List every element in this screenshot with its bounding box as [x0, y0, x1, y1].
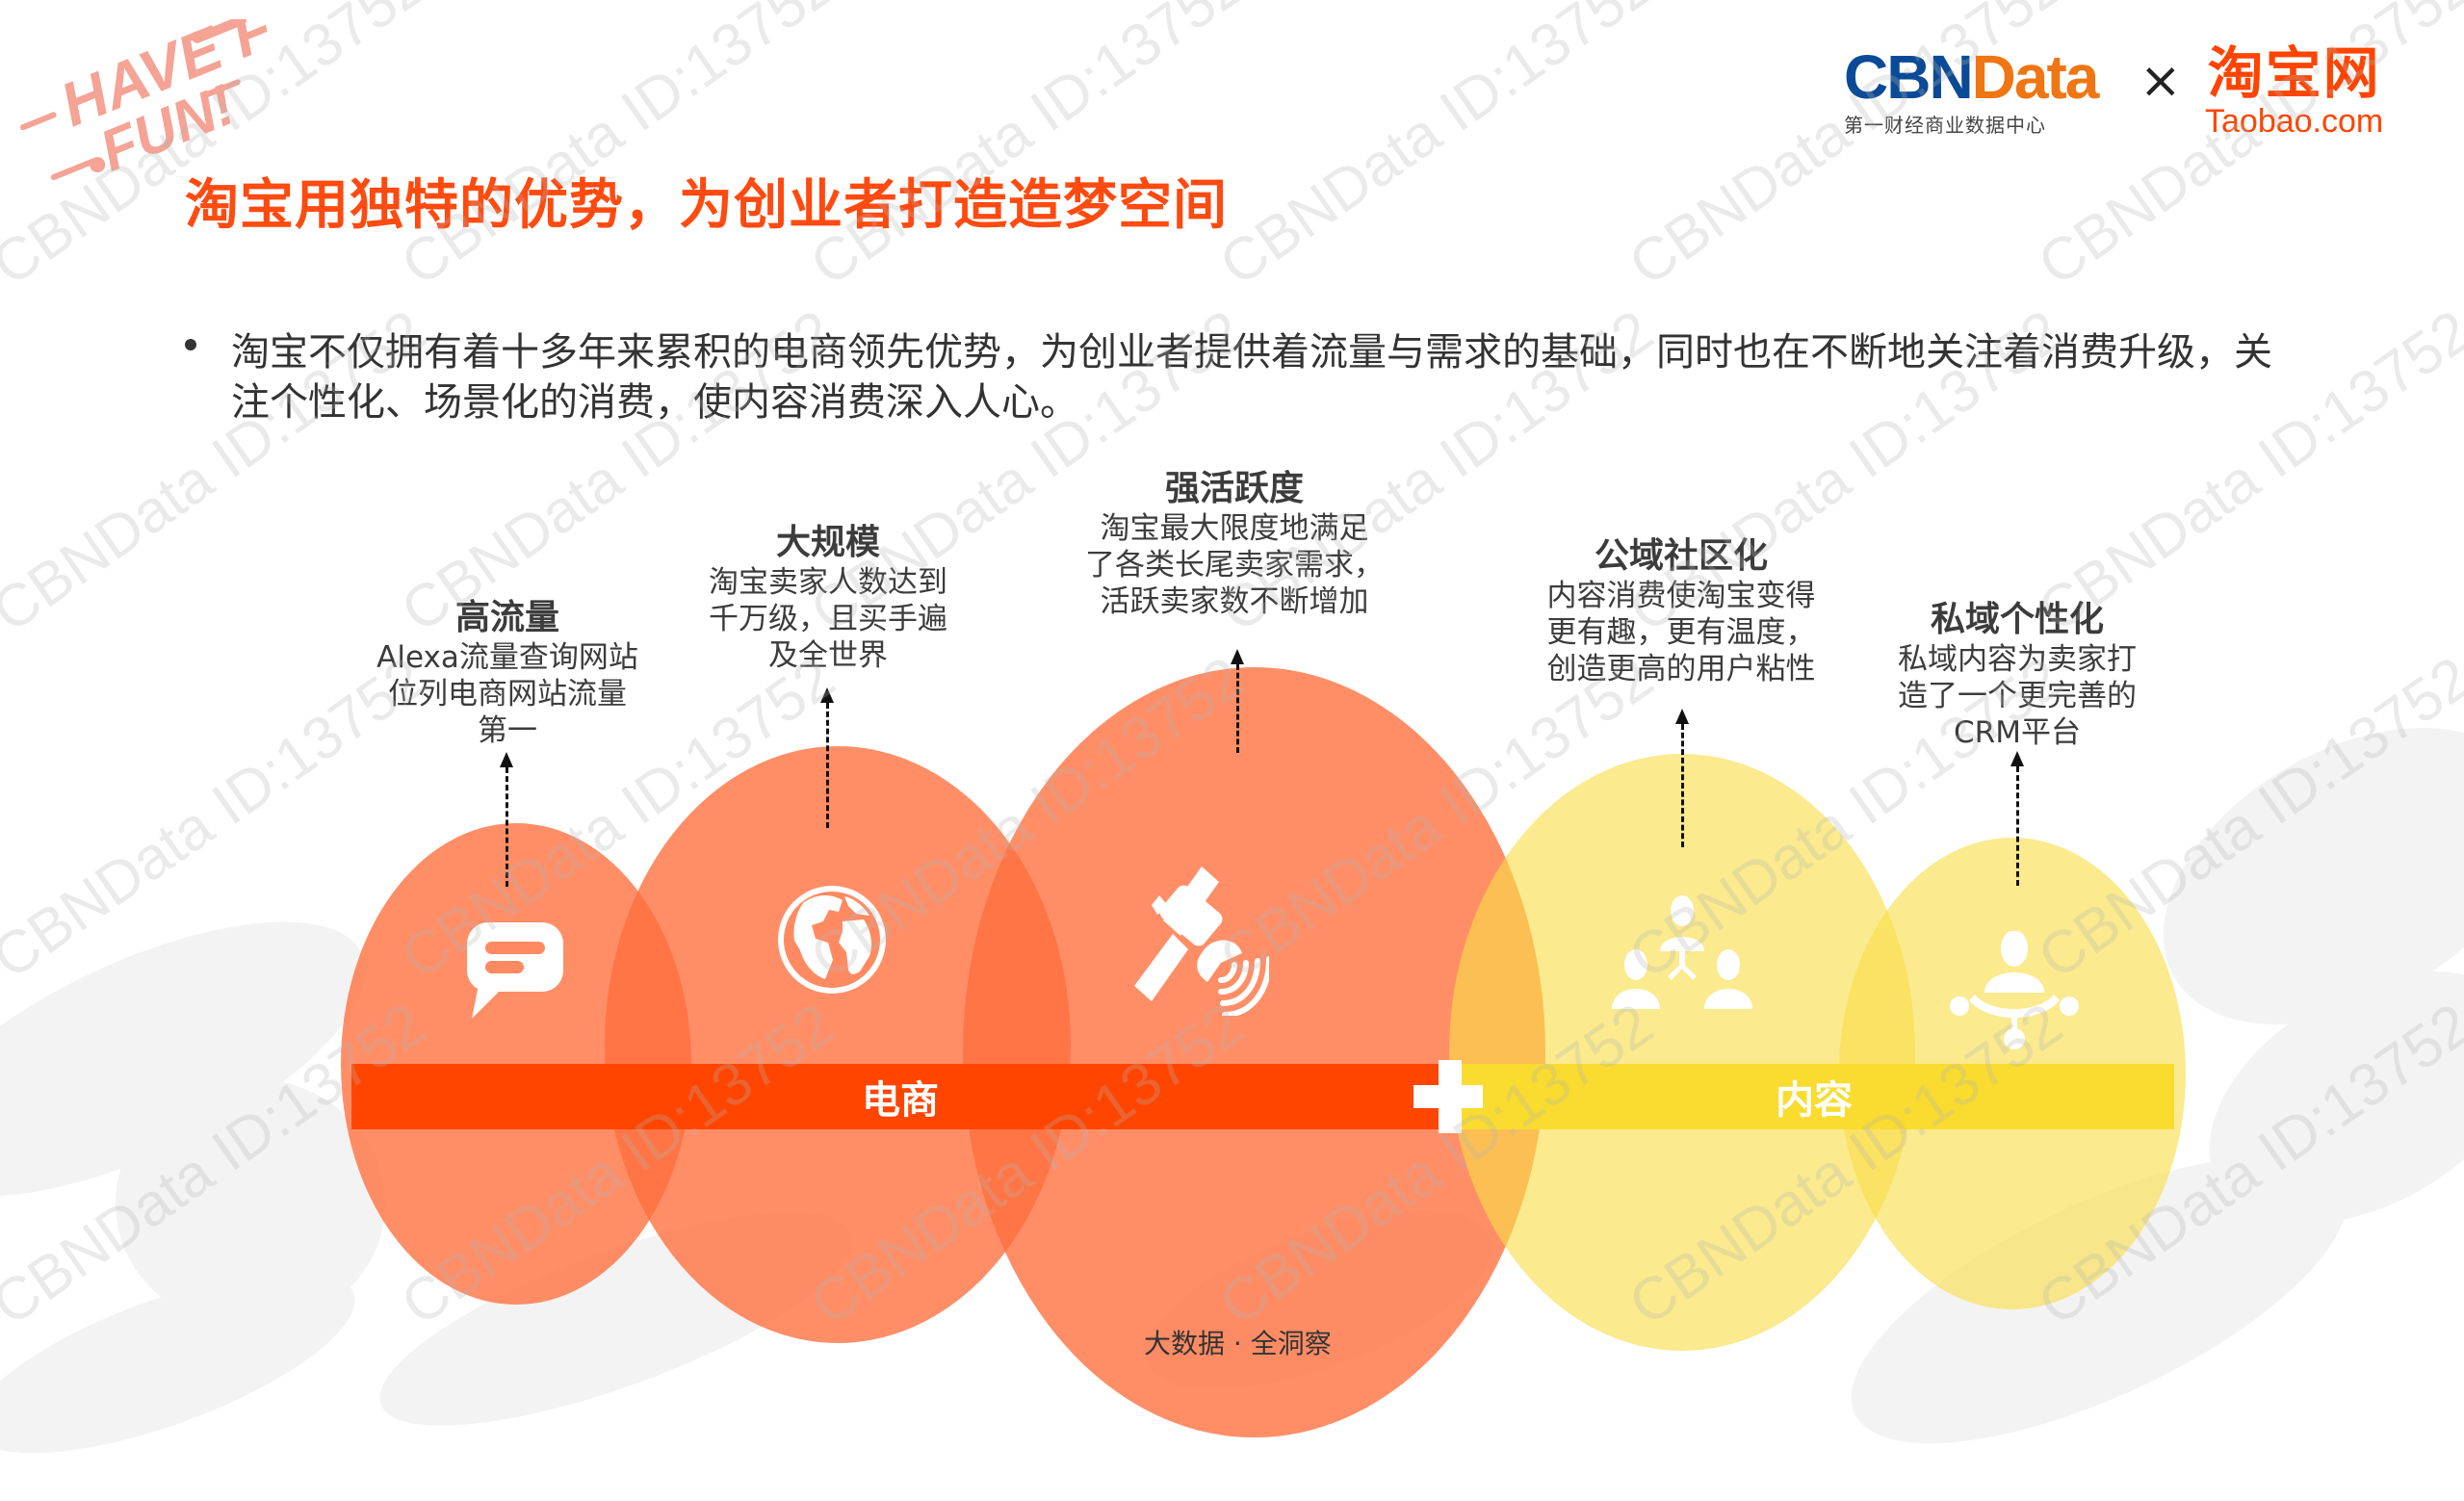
cbn-text: CBN — [1844, 42, 1974, 112]
dashed-arrow-icon — [1231, 649, 1244, 753]
bubble-high-activity — [963, 667, 1545, 1437]
label-description: 淘宝最大限度地满足 了各类长尾卖家需求， 活跃卖家数不断增加 — [1085, 511, 1384, 619]
taobao-en-text: Taobao.com — [2205, 103, 2384, 140]
page-title: 淘宝用独特的优势，为创业者打造造梦空间 — [185, 174, 1228, 237]
watermark: CBNData ID:13752 — [798, 0, 1257, 299]
globe-icon — [778, 886, 886, 994]
cbndata-subtitle: 第一财经商业数据中心 — [1844, 114, 2046, 137]
plus-icon-bar — [1414, 1085, 1483, 1108]
ecommerce-label: 电商 — [862, 1078, 939, 1123]
label-heading: 高流量 — [454, 598, 560, 637]
personal-hub-icon — [1950, 931, 2079, 1049]
label-high-activity: 强活跃度 淘宝最大限度地满足 了各类长尾卖家需求， 活跃卖家数不断增加 — [1085, 468, 1384, 620]
footer-slogan: 大数据 · 全洞察 — [1144, 1328, 1332, 1359]
watermark: CBNData ID:13752 — [1207, 0, 1666, 299]
label-description: 内容消费使淘宝变得 更有趣，更有温度， 创造更高的用户粘性 — [1546, 579, 1816, 686]
label-description: 淘宝卖家人数达到 千万级，且买手遍 及全世界 — [709, 565, 947, 673]
label-large-scale: 大规模 淘宝卖家人数达到 千万级，且买手遍 及全世界 — [709, 522, 947, 674]
dashed-arrow-icon — [820, 687, 834, 828]
label-heading: 大规模 — [775, 523, 880, 562]
ecommerce-bar: 电商 — [351, 1064, 1449, 1129]
label-public-community: 公域社区化 内容消费使淘宝变得 更有趣，更有温度， 创造更高的用户粘性 — [1547, 535, 1816, 687]
bullet-text: 淘宝不仅拥有着十多年来累积的电商领先优势，为创业者提供着流量与需求的基础，同时也… — [231, 330, 2272, 425]
label-high-traffic: 高流量 Alexa流量查询网站 位列电商网站流量 第一 — [376, 597, 638, 749]
label-description: Alexa流量查询网站 位列电商网站流量 第一 — [376, 640, 638, 748]
community-network-icon — [1612, 895, 1752, 1009]
label-private-personal: 私域个性化 私域内容为卖家打 造了一个更完善的 CRM平台 — [1898, 599, 2137, 751]
content-bar: 内容 — [1454, 1064, 2174, 1129]
cbndata-logo: CBNData 第一财经商业数据中心 — [1844, 46, 2099, 138]
label-heading: 私域个性化 — [1930, 600, 2104, 639]
chat-bubble-icon — [467, 922, 563, 1019]
satellite-icon — [1134, 867, 1269, 1016]
taobao-logo: 淘宝网 Taobao.com — [2205, 43, 2383, 140]
dashed-arrow-icon — [1675, 709, 1689, 847]
data-text: Data — [1971, 42, 2100, 112]
watermark: CBNData ID:13752 — [389, 0, 847, 299]
have-fun-logo: HAVE FUN! FUN! — [20, 19, 270, 183]
bullet-point — [185, 339, 196, 350]
dashed-arrow-icon — [500, 752, 513, 887]
content-label: 内容 — [1776, 1078, 1853, 1123]
bubble-public-community — [1449, 754, 1915, 1351]
times-sign: × — [2140, 52, 2182, 110]
taobao-cn-text: 淘宝网 — [2207, 40, 2381, 106]
label-heading: 公域社区化 — [1594, 536, 1768, 576]
label-description: 私域内容为卖家打 造了一个更完善的 CRM平台 — [1898, 642, 2137, 750]
dashed-arrow-icon — [2010, 751, 2024, 886]
label-heading: 强活跃度 — [1164, 469, 1304, 508]
